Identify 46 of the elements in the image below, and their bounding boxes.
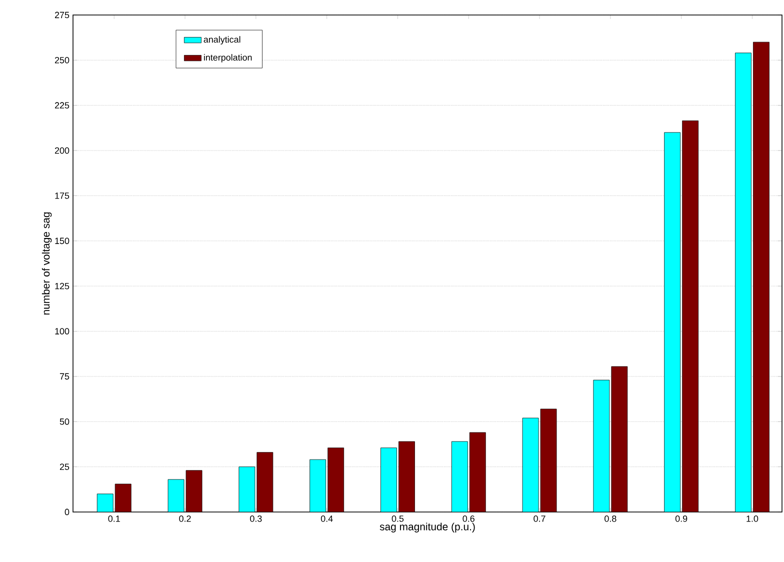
y-tick-label: 25	[60, 464, 70, 470]
y-tick-label: 125	[55, 282, 70, 290]
bar	[611, 366, 628, 512]
bar	[522, 418, 539, 512]
y-tick-label: 75	[60, 373, 70, 380]
x-tick-label: 1.0	[746, 516, 758, 522]
y-tick-label: 175	[55, 192, 70, 199]
bar	[469, 432, 486, 512]
bar	[451, 441, 468, 512]
x-axis-title: sag magnitude (p.u.)	[380, 522, 475, 532]
y-tick-label: 225	[54, 102, 70, 109]
y-tick-label: 275	[54, 12, 70, 18]
x-tick-label: 0.2	[179, 516, 191, 522]
x-tick-label: 0.4	[320, 516, 333, 522]
y-tick-label: 150	[55, 238, 70, 244]
x-tick-label: 0.8	[604, 516, 616, 522]
y-tick-label: 200	[54, 147, 70, 154]
x-tick-label: 0.7	[534, 516, 546, 522]
bar	[114, 484, 132, 512]
bar	[540, 408, 557, 512]
y-tick-label: 0	[64, 508, 70, 516]
bar	[310, 459, 326, 512]
bar	[380, 448, 397, 512]
bar	[96, 494, 114, 512]
x-tick-label: 0.6	[462, 516, 474, 522]
y-tick-label: 250	[54, 56, 70, 64]
y-tick-label: 100	[55, 328, 70, 334]
bar	[682, 120, 699, 512]
bar	[328, 448, 344, 512]
bar	[593, 380, 610, 512]
y-axis-title: number of voltage sag	[42, 212, 52, 315]
bar	[753, 42, 770, 512]
legend-label: interpolation	[204, 54, 252, 62]
bar	[664, 132, 681, 512]
legend-label: analytical	[204, 36, 240, 44]
y-tick-label: 50	[60, 418, 70, 425]
bar	[398, 441, 415, 512]
bar	[735, 52, 752, 512]
bar	[238, 466, 256, 512]
bar	[168, 479, 184, 512]
bar	[256, 452, 274, 512]
x-tick-label: 0.9	[675, 516, 688, 522]
bar	[186, 470, 202, 512]
x-tick-label: 0.5	[392, 516, 404, 522]
x-tick-label: 0.1	[108, 516, 120, 522]
x-tick-label: 0.3	[250, 516, 262, 522]
